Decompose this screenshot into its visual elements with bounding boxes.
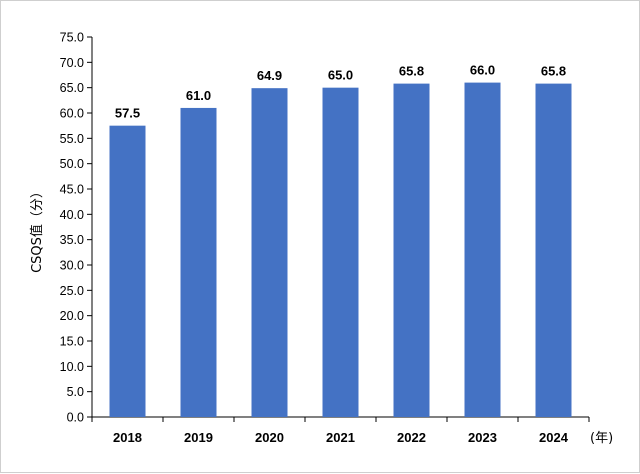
y-tick-label: 35.0 [60,233,84,247]
y-tick-label: 30.0 [60,259,84,273]
y-tick-label: 55.0 [60,132,84,146]
data-label: 64.9 [257,68,282,83]
y-tick-label: 20.0 [60,309,84,323]
x-tick-label: 2023 [468,430,497,445]
x-tick-label: 2021 [326,430,355,445]
y-tick-label: 70.0 [60,56,84,70]
x-tick-label: 2019 [184,430,213,445]
bar [464,82,501,417]
x-tick-label: 2024 [539,430,569,445]
data-label: 65.0 [328,68,353,83]
bar [251,88,288,417]
data-label: 65.8 [541,64,566,79]
data-label: 66.0 [470,63,495,78]
y-tick-label: 60.0 [60,107,84,121]
y-tick-label: 45.0 [60,183,84,197]
y-tick-label: 65.0 [60,81,84,95]
bar [322,87,359,418]
y-tick-label: 50.0 [60,157,84,171]
bar [393,83,430,417]
x-tick-label: 2022 [397,430,426,445]
data-label: 65.8 [399,64,424,79]
y-tick-label: 5.0 [67,385,84,399]
y-tick-label: 75.0 [60,31,84,45]
y-axis-title: CSQS值（分） [29,185,45,273]
x-tick-label: 2020 [255,430,284,445]
y-tick-label: 25.0 [60,284,84,298]
y-tick-label: 10.0 [60,360,84,374]
bar [535,83,572,417]
bar [180,107,217,417]
y-tick-label: 0.0 [67,411,84,425]
y-tick-label: 40.0 [60,208,84,222]
data-label: 61.0 [186,88,211,103]
data-label: 57.5 [115,106,140,121]
y-tick-label: 15.0 [60,335,84,349]
x-tick-label: 2018 [113,430,142,445]
bar [109,125,146,418]
x-axis-unit-label: (年) [590,431,613,446]
